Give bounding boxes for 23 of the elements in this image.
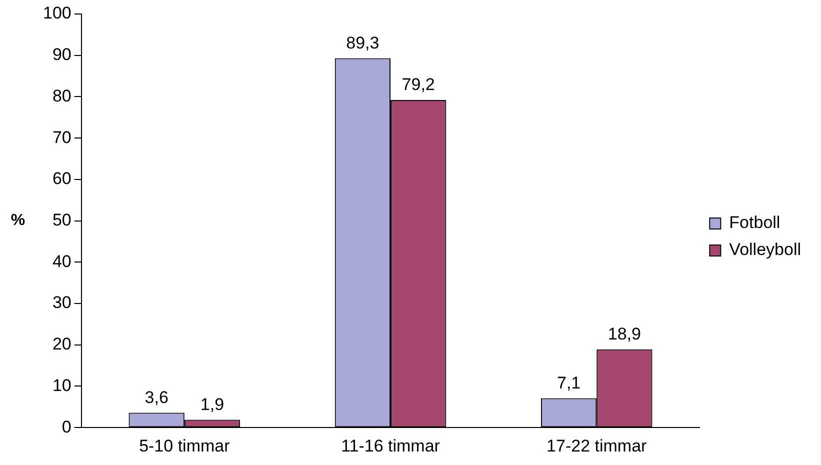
legend-label: Volleyboll (729, 240, 801, 260)
data-label: 7,1 (556, 373, 581, 392)
y-tick-label: 40 (52, 252, 72, 271)
y-tick-label: 30 (52, 293, 72, 312)
data-label: 79,2 (402, 75, 435, 94)
y-tick-label: 0 (62, 417, 72, 436)
legend-label: Fotboll (729, 213, 780, 232)
y-tick-label: 100 (42, 4, 72, 23)
y-tick-label: 70 (52, 128, 72, 147)
x-tick-label: 17-22 timmar (546, 436, 648, 456)
x-tick-label: 5-10 timmar (139, 436, 230, 456)
y-tick-label: 80 (52, 86, 72, 106)
y-axis-title: % (10, 212, 26, 230)
y-tick-label: 60 (52, 169, 72, 188)
data-label: 3,6 (144, 388, 168, 407)
x-tick-label: 11-16 timmar (341, 436, 440, 456)
data-label: 89,3 (346, 33, 380, 52)
y-tick-label: 20 (52, 334, 72, 354)
y-tick-label: 90 (52, 45, 72, 64)
y-tick-label: 50 (52, 210, 72, 230)
data-label: 18,9 (608, 324, 641, 344)
data-label: 1,9 (200, 394, 224, 414)
y-tick-label: 10 (52, 376, 72, 395)
